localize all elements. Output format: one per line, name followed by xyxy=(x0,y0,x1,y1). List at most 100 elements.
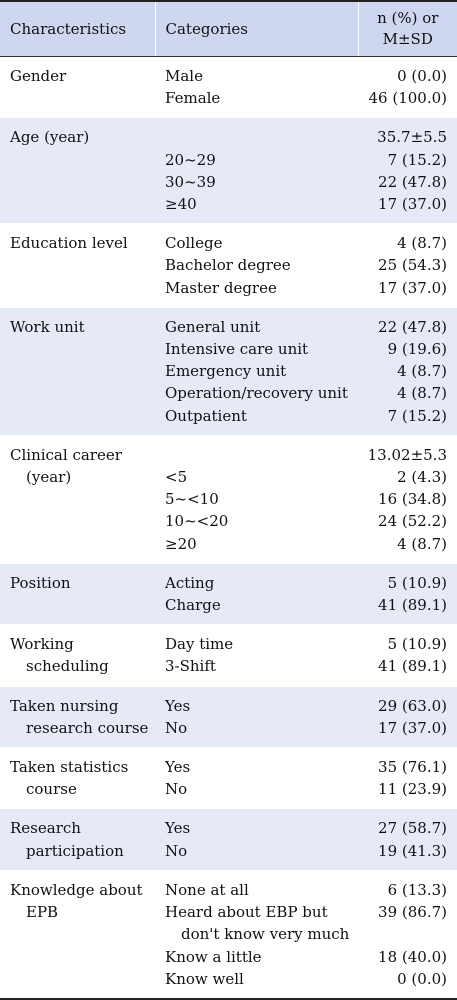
value-cell: 5 (10.9)41 (89.1) xyxy=(358,625,457,686)
value-text: 46 (100.0) xyxy=(358,87,447,109)
category-label: Bachelor degree xyxy=(165,254,358,276)
characteristic-label: (year) xyxy=(10,466,155,488)
characteristic-cell: Gender xyxy=(0,57,155,118)
category-label: 20~29 xyxy=(165,149,358,171)
category-label: Operation/recovery unit xyxy=(165,382,358,404)
category-label: Charge xyxy=(165,594,358,616)
category-label: Know well xyxy=(165,968,358,990)
characteristic-label: scheduling xyxy=(10,655,155,677)
characteristic-label: Taken nursing xyxy=(10,695,155,717)
category-label: None at all xyxy=(165,879,358,901)
category-label: 5~<10 xyxy=(165,488,358,510)
value-text: 13.02±5.3 xyxy=(358,444,447,466)
value-text: 39 (86.7) xyxy=(358,901,447,923)
value-cell: 0 (0.0)46 (100.0) xyxy=(358,57,457,118)
category-label: Intensive care unit xyxy=(165,338,358,360)
category-label: Master degree xyxy=(165,277,358,299)
characteristic-cell: Education level xyxy=(0,224,155,308)
characteristic-cell: Clinical career(year) xyxy=(0,435,155,563)
value-cell: 35 (76.1)11 (23.9) xyxy=(358,748,457,809)
characteristic-label: Position xyxy=(10,572,155,594)
value-text: 6 (13.3) xyxy=(358,879,447,901)
value-text: 16 (34.8) xyxy=(358,488,447,510)
characteristic-label: Research xyxy=(10,817,155,839)
value-text: 35 (76.1) xyxy=(358,756,447,778)
value-text: 0 (0.0) xyxy=(358,968,447,990)
value-text: 4 (8.7) xyxy=(358,232,447,254)
value-text: 19 (41.3) xyxy=(358,840,447,862)
value-text: 41 (89.1) xyxy=(358,655,447,677)
category-label: Outpatient xyxy=(165,405,358,427)
category-label: No xyxy=(165,840,358,862)
category-label: don't know very much xyxy=(165,923,358,945)
characteristic-label: course xyxy=(10,778,155,800)
value-text: 17 (37.0) xyxy=(358,717,447,739)
category-label: General unit xyxy=(165,316,358,338)
characteristic-label: Work unit xyxy=(10,316,155,338)
characteristic-cell: Position xyxy=(0,563,155,624)
category-label: Male xyxy=(165,65,358,87)
category-label: Know a little xyxy=(165,946,358,968)
value-text: 4 (8.7) xyxy=(358,360,447,382)
value-text: 11 (23.9) xyxy=(358,778,447,800)
value-text: 4 (8.7) xyxy=(358,382,447,404)
value-text: 2 (4.3) xyxy=(358,466,447,488)
value-text: 22 (47.8) xyxy=(358,316,447,338)
value-text xyxy=(358,923,447,945)
value-text: 35.7±5.5 xyxy=(358,126,447,148)
category-label xyxy=(165,126,358,148)
value-text: 5 (10.9) xyxy=(358,572,447,594)
characteristic-label: Education level xyxy=(10,232,155,254)
value-text: 4 (8.7) xyxy=(358,533,447,555)
value-text: 27 (58.7) xyxy=(358,817,447,839)
characteristic-cell: Work unit xyxy=(0,307,155,435)
header-n-percent-line1: n (%) or xyxy=(359,8,457,29)
value-text: 0 (0.0) xyxy=(358,65,447,87)
value-cell: 6 (13.3)39 (86.7) 18 (40.0)0 (0.0) xyxy=(358,870,457,999)
value-text: 41 (89.1) xyxy=(358,594,447,616)
characteristic-label: research course xyxy=(10,717,155,739)
characteristic-label: EPB xyxy=(10,901,155,923)
category-label: Heard about EBP but xyxy=(165,901,358,923)
value-cell: 4 (8.7)25 (54.3)17 (37.0) xyxy=(358,224,457,308)
characteristic-label: Knowledge about xyxy=(10,879,155,901)
value-text: 25 (54.3) xyxy=(358,254,447,276)
category-label: Acting xyxy=(165,572,358,594)
table-header-row: Characteristics Categories n (%) or M±SD xyxy=(0,1,457,57)
value-text: 9 (19.6) xyxy=(358,338,447,360)
category-label xyxy=(165,444,358,466)
characteristic-cell: Age (year) xyxy=(0,118,155,224)
value-text: 17 (37.0) xyxy=(358,193,447,215)
value-text: 24 (52.2) xyxy=(358,510,447,532)
value-text: 7 (15.2) xyxy=(358,405,447,427)
category-label: No xyxy=(165,717,358,739)
category-label: <5 xyxy=(165,466,358,488)
value-cell: 5 (10.9)41 (89.1) xyxy=(358,563,457,624)
characteristic-label: Clinical career xyxy=(10,444,155,466)
category-label: No xyxy=(165,778,358,800)
